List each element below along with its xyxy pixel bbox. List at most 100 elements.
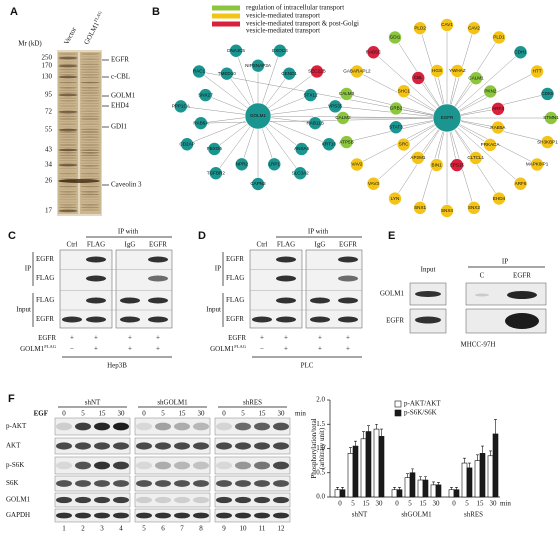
- sign: +: [128, 334, 132, 342]
- legend-swatch: [212, 5, 240, 11]
- row-label: EGFR: [226, 255, 244, 263]
- nodes: NIPSNAP3A EXOC4 CEND1 SEC22B STX12 VPS35 RAB11…: [172, 18, 559, 218]
- node: [491, 102, 505, 116]
- band: [59, 185, 77, 188]
- band: [80, 128, 100, 131]
- protein-label: Caveolin 3: [111, 181, 142, 189]
- row-label: EGFR: [36, 315, 54, 323]
- bar: [461, 462, 468, 498]
- node: [308, 116, 322, 130]
- node: [366, 176, 381, 191]
- error-bar: [494, 419, 497, 434]
- sign: +: [346, 334, 350, 342]
- error-bar: [362, 431, 365, 439]
- node: [180, 137, 194, 152]
- band: [148, 275, 168, 282]
- band: [59, 139, 77, 141]
- blot: [214, 492, 291, 508]
- band: [56, 422, 72, 431]
- band: [415, 291, 441, 297]
- node-label: FBXO6: [207, 146, 223, 151]
- band: [415, 316, 441, 324]
- group-label: Input: [16, 306, 31, 314]
- node-label: LRP1: [269, 162, 281, 167]
- band: [80, 105, 100, 107]
- node-label: CALM3: [339, 91, 355, 96]
- panel-letter: A: [10, 6, 18, 18]
- node-label: PLD2: [414, 25, 426, 30]
- lane-label: GOLM1FLAG: [81, 9, 106, 46]
- bar: [430, 484, 437, 498]
- node: [339, 135, 354, 149]
- node-label: EGFR: [441, 115, 454, 120]
- lane-number: 8: [199, 525, 203, 533]
- band: [59, 201, 77, 203]
- node-label: STX12: [303, 92, 317, 97]
- node: [467, 201, 481, 215]
- bar: [334, 489, 341, 498]
- y-tick-label: 2.0: [316, 396, 325, 404]
- time-label: 30: [118, 410, 126, 418]
- node-label: GDI1: [390, 35, 401, 40]
- error-bar: [432, 481, 435, 485]
- column-label: C: [480, 272, 485, 280]
- band: [276, 316, 296, 323]
- blot: [249, 249, 303, 329]
- band: [59, 63, 77, 66]
- bar: [422, 479, 429, 498]
- x-tick-label: 15: [420, 500, 428, 508]
- node-label: NPR2: [236, 162, 249, 167]
- blot: [305, 249, 363, 329]
- node-label: SHC1: [398, 88, 411, 93]
- x-tick-label: 0: [338, 500, 342, 508]
- node: [540, 135, 555, 149]
- time-label: 0: [222, 410, 226, 418]
- legend-label: vesicle-mediated transport: [246, 12, 320, 20]
- panel-letter: D: [198, 230, 206, 242]
- node: [350, 64, 364, 79]
- node: [544, 111, 558, 125]
- lane-number: 6: [161, 525, 165, 533]
- band: [276, 256, 296, 263]
- node-label: CAV1: [441, 22, 453, 27]
- band: [75, 461, 91, 470]
- x-tick-label: 15: [363, 500, 371, 508]
- band: [86, 256, 106, 263]
- band: [59, 162, 77, 164]
- blot: [214, 456, 291, 475]
- band: [155, 496, 171, 504]
- band: [193, 422, 209, 431]
- node-label: CDH1: [514, 49, 527, 54]
- sign: +: [70, 334, 74, 342]
- band: [254, 480, 270, 487]
- band: [94, 496, 110, 504]
- x-tick-label: 30: [433, 500, 441, 508]
- band: [59, 206, 77, 209]
- node-label: ATP5B: [339, 139, 353, 144]
- node-label: CALM1: [468, 75, 484, 80]
- panel-letter: E: [388, 230, 395, 242]
- node-label: AP2M1: [410, 155, 426, 160]
- band: [507, 291, 537, 299]
- error-bar: [411, 468, 414, 473]
- band: [94, 442, 110, 450]
- node: [483, 138, 497, 152]
- band: [174, 512, 190, 519]
- band: [59, 136, 77, 138]
- band: [59, 126, 77, 128]
- band: [148, 297, 168, 304]
- node-label: SH3KBP1: [537, 139, 558, 144]
- legend-label: p-AKT/AKT: [404, 400, 441, 408]
- marker-label: 26: [45, 177, 53, 185]
- band: [59, 123, 77, 125]
- column-label: Ctrl: [67, 241, 78, 249]
- legend-label: vesicle-mediated transport & post-Golgi: [246, 20, 359, 28]
- node-label: TGFBR2: [207, 170, 226, 175]
- error-bar: [489, 450, 492, 456]
- band: [59, 89, 77, 92]
- band: [59, 157, 77, 159]
- band: [216, 512, 232, 519]
- condition-label-main: EGFR: [228, 334, 246, 342]
- band: [94, 512, 110, 519]
- node-label: EXOC4: [272, 48, 288, 53]
